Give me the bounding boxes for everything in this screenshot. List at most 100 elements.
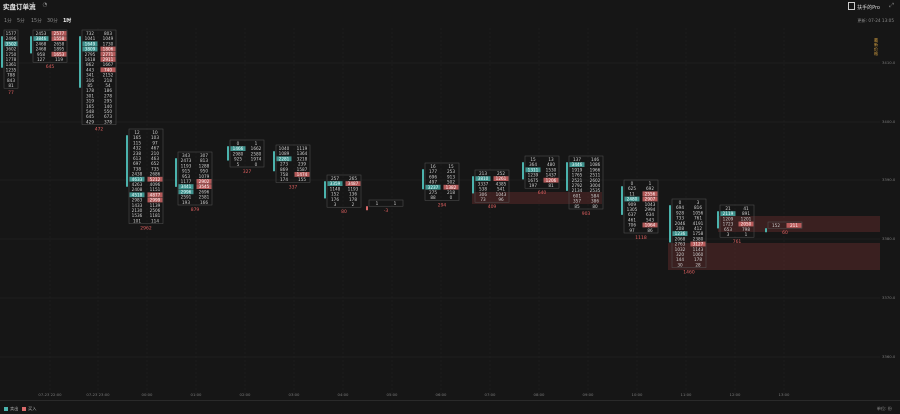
- buy-cell-bg: [100, 57, 116, 62]
- buy-volume: 1: [394, 201, 397, 206]
- x-tick-label: 00:00: [141, 392, 153, 397]
- sell-volume: 625: [628, 186, 636, 191]
- sell-cell-bg: [178, 184, 194, 189]
- sell-volume: 2438: [132, 172, 143, 177]
- candle-delta: -3: [384, 208, 389, 214]
- y-tick-label: 3400.0: [882, 119, 896, 124]
- candle-delta: 337: [289, 184, 298, 190]
- candle-body: [227, 146, 229, 161]
- sell-volume: 152: [772, 223, 780, 228]
- x-tick-label: 06:00: [435, 392, 447, 397]
- sell-volume: 1040: [279, 146, 290, 151]
- sell-volume: 758: [280, 172, 288, 177]
- buy-cell-bg: [147, 176, 163, 182]
- buy-volume: 1261: [496, 176, 507, 181]
- buy-volume: 54: [105, 83, 111, 88]
- sell-volume: 1305: [627, 207, 638, 212]
- sell-volume: 364: [529, 162, 537, 167]
- buy-volume: 2686: [150, 172, 161, 177]
- sell-volume: 1236: [675, 231, 686, 236]
- buy-cell-bg: [443, 184, 459, 190]
- buy-volume: 2907: [645, 197, 656, 202]
- buy-volume: 1043: [645, 202, 656, 207]
- buy-volume: 4096: [150, 182, 161, 187]
- sell-volume: 2983: [132, 198, 143, 203]
- buy-cell-bg: [100, 51, 116, 57]
- candle-delta: 327: [243, 169, 252, 175]
- buy-volume: 1474: [297, 172, 308, 177]
- buy-volume: 1043: [496, 192, 507, 197]
- tab-1m[interactable]: 1分: [4, 19, 12, 24]
- buy-volume: 265: [349, 176, 357, 181]
- candle-frame: [3, 29, 19, 89]
- sell-volume: 925: [234, 157, 242, 162]
- sell-volume: 174: [280, 177, 288, 182]
- bottom-bar: 卖出 买入 单位: 份: [0, 400, 900, 414]
- pro-tool-button[interactable]: 扶手的Pro: [848, 2, 880, 11]
- legend-buy: 买入: [22, 406, 36, 412]
- buy-cell-bg: [294, 172, 310, 177]
- expand-icon[interactable]: ⤢: [889, 2, 894, 9]
- sell-cell-bg: [129, 192, 145, 198]
- candle-body: [566, 162, 568, 191]
- sell-volume: 2763: [675, 242, 686, 247]
- sell-volume: 1577: [6, 31, 17, 36]
- sell-volume: 3237: [428, 185, 439, 190]
- candle-body: [366, 206, 368, 211]
- buy-volume: 550: [104, 109, 112, 114]
- candle-frame: [229, 139, 265, 168]
- candle-body: [472, 176, 474, 194]
- tab-30m[interactable]: 30分: [47, 19, 58, 24]
- buy-volume: 2580: [251, 151, 262, 156]
- buy-cell-bg: [196, 179, 212, 184]
- sell-volume: 538: [479, 187, 487, 192]
- buy-volume: 2994: [645, 207, 656, 212]
- sell-volume: 1433: [132, 203, 143, 208]
- candle-delta: 77: [8, 90, 14, 96]
- buy-volume: 3487: [348, 181, 359, 186]
- sell-volume: 3: [727, 232, 730, 237]
- buy-volume: 81: [548, 183, 554, 188]
- buy-volume: 2581: [199, 195, 210, 200]
- y-tick-label: 3410.0: [882, 60, 896, 65]
- candle-delta: 80: [341, 209, 347, 215]
- question-icon[interactable]: ?: [31, 2, 35, 8]
- legend-buy-label: 买入: [28, 406, 37, 411]
- tab-15m[interactable]: 15分: [31, 19, 42, 24]
- buy-cell-bg: [690, 241, 706, 247]
- sell-cell-bg: [720, 211, 736, 216]
- footprint-chart[interactable]: 1577249635023602175017781361123578884381…: [0, 28, 880, 394]
- tab-1h[interactable]: 1时: [63, 19, 72, 24]
- sell-volume: 4518: [132, 192, 143, 197]
- candle-frame: [568, 155, 604, 210]
- sell-volume: 1041: [85, 36, 96, 41]
- sell-volume: 15: [530, 157, 536, 162]
- buy-volume: 1079: [199, 174, 210, 179]
- buy-volume: 1056: [693, 210, 704, 215]
- candle-body: [765, 228, 767, 233]
- buy-volume: 239: [298, 162, 306, 167]
- candle-delta: 640: [538, 190, 547, 196]
- sell-cell-bg: [129, 176, 145, 182]
- sell-volume: 301: [86, 93, 94, 98]
- buy-volume: 1064: [645, 223, 656, 228]
- sell-volume: 1778: [6, 57, 17, 62]
- buy-volume: 295: [104, 99, 112, 104]
- sell-volume: 2480: [627, 197, 638, 202]
- sell-volume: 85: [87, 83, 93, 88]
- tab-5m[interactable]: 5分: [17, 19, 25, 24]
- sell-volume: 645: [86, 114, 94, 119]
- x-tick-label: 03:00: [288, 392, 300, 397]
- sell-volume: 21: [725, 206, 731, 211]
- sell-volume: 2068: [675, 236, 686, 241]
- sell-volume: 319: [86, 99, 94, 104]
- buy-volume: 178: [694, 257, 702, 262]
- sell-volume: 0: [237, 141, 240, 146]
- bell-icon[interactable]: ◔: [42, 2, 48, 8]
- buy-volume: 3004: [590, 183, 601, 188]
- candle-body: [324, 181, 326, 199]
- sell-volume: 1536: [132, 213, 143, 218]
- buy-volume: 4877: [150, 192, 161, 197]
- sell-volume: 915: [182, 169, 190, 174]
- sell-cell-bg: [624, 196, 640, 202]
